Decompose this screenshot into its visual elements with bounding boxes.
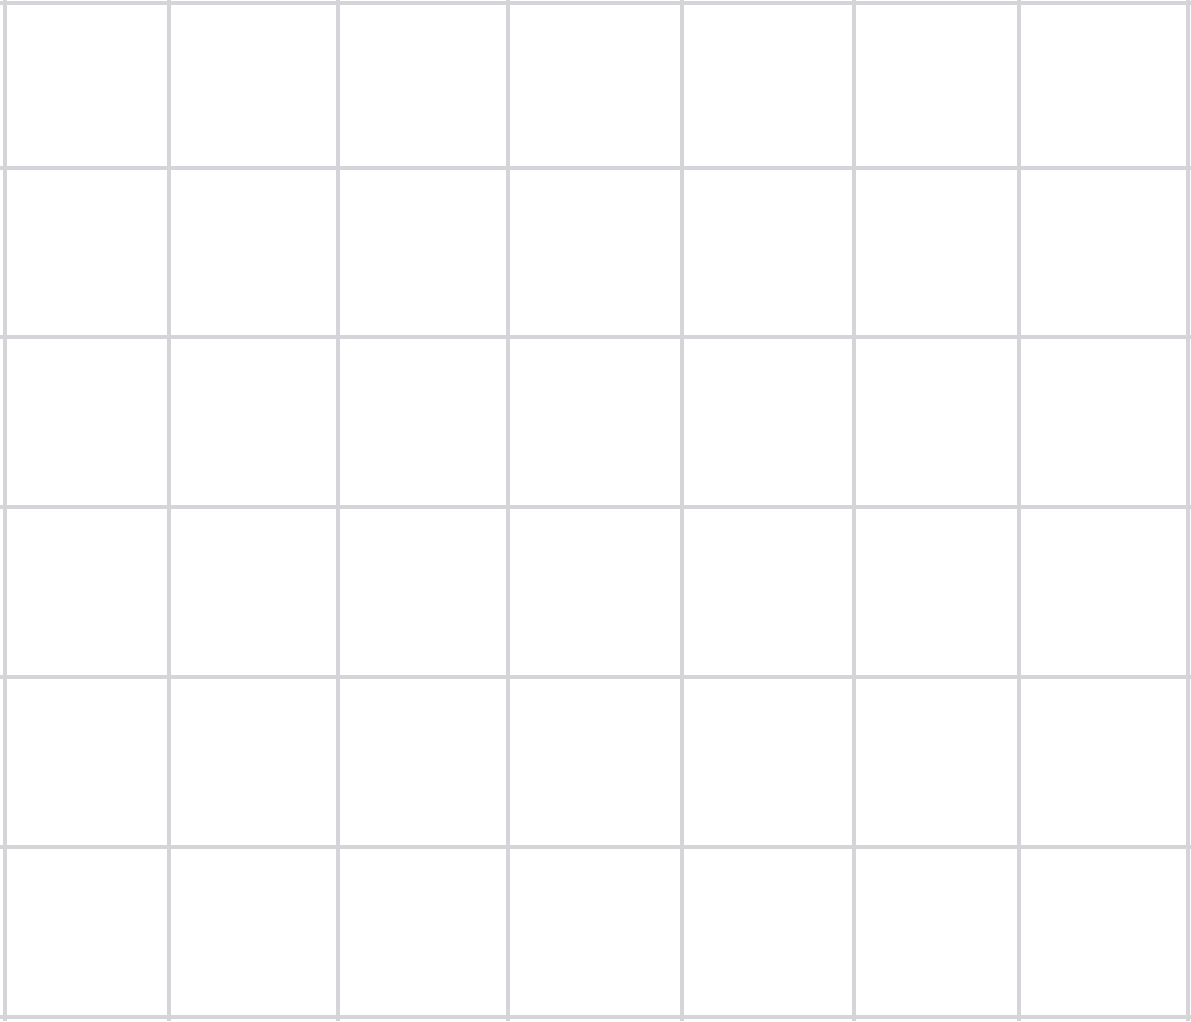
day-cell[interactable] xyxy=(7,509,167,675)
day-cell[interactable] xyxy=(7,849,167,1015)
day-cell[interactable] xyxy=(856,5,1017,166)
day-cell[interactable] xyxy=(684,509,852,675)
day-cell[interactable] xyxy=(856,509,1017,675)
day-cell[interactable] xyxy=(510,849,680,1015)
day-cell[interactable] xyxy=(510,509,680,675)
day-cell[interactable] xyxy=(1021,679,1186,845)
day-cell[interactable] xyxy=(171,5,336,166)
day-cell[interactable] xyxy=(1021,5,1186,166)
day-cell[interactable] xyxy=(856,339,1017,505)
day-cell[interactable] xyxy=(171,849,336,1015)
day-cell[interactable] xyxy=(684,679,852,845)
day-cell[interactable] xyxy=(856,849,1017,1015)
day-cell[interactable] xyxy=(340,509,506,675)
day-cell[interactable] xyxy=(340,849,506,1015)
day-cell[interactable] xyxy=(684,5,852,166)
day-cell[interactable] xyxy=(510,170,680,335)
day-cell[interactable] xyxy=(684,339,852,505)
day-cell[interactable] xyxy=(171,339,336,505)
day-cell[interactable] xyxy=(1021,509,1186,675)
day-cell[interactable] xyxy=(340,170,506,335)
day-cell[interactable] xyxy=(856,679,1017,845)
day-cell[interactable] xyxy=(1021,170,1186,335)
day-cell[interactable] xyxy=(7,679,167,845)
day-cell[interactable] xyxy=(1021,849,1186,1015)
day-cell[interactable] xyxy=(510,679,680,845)
day-cell[interactable] xyxy=(510,339,680,505)
day-cell[interactable] xyxy=(340,679,506,845)
day-cell[interactable] xyxy=(510,5,680,166)
day-cell[interactable] xyxy=(171,170,336,335)
day-cell[interactable] xyxy=(171,509,336,675)
day-cell[interactable] xyxy=(1021,339,1186,505)
day-cell[interactable] xyxy=(856,170,1017,335)
day-cell[interactable] xyxy=(7,339,167,505)
day-cell[interactable] xyxy=(340,5,506,166)
day-cell[interactable] xyxy=(684,849,852,1015)
day-cell[interactable] xyxy=(7,170,167,335)
day-cell[interactable] xyxy=(171,679,336,845)
day-cell[interactable] xyxy=(7,5,167,166)
day-cell[interactable] xyxy=(684,170,852,335)
day-cell[interactable] xyxy=(340,339,506,505)
